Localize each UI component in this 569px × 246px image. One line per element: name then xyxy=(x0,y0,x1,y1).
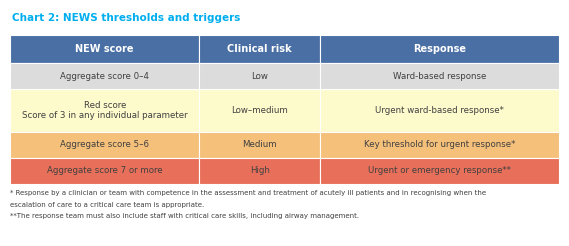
Text: Low: Low xyxy=(251,72,268,80)
Text: Key threshold for urgent response*: Key threshold for urgent response* xyxy=(364,140,516,150)
Text: High: High xyxy=(250,167,270,175)
Text: Urgent or emergency response**: Urgent or emergency response** xyxy=(368,167,511,175)
Bar xyxy=(199,35,320,63)
Bar xyxy=(199,89,320,132)
Bar xyxy=(320,132,559,158)
Text: Ward-based response: Ward-based response xyxy=(393,72,486,80)
Bar xyxy=(199,63,320,89)
Text: escalation of care to a critical care team is appropriate.: escalation of care to a critical care te… xyxy=(10,201,204,207)
Text: Urgent ward-based response*: Urgent ward-based response* xyxy=(375,106,504,115)
Text: Low–medium: Low–medium xyxy=(232,106,288,115)
Bar xyxy=(320,35,559,63)
Text: Chart 2: NEWS thresholds and triggers: Chart 2: NEWS thresholds and triggers xyxy=(12,13,240,23)
Text: NEW score: NEW score xyxy=(76,44,134,54)
Bar xyxy=(10,132,199,158)
Text: Aggregate score 5–6: Aggregate score 5–6 xyxy=(60,140,149,150)
Text: Medium: Medium xyxy=(242,140,277,150)
Bar xyxy=(199,158,320,184)
Text: Aggregate score 0–4: Aggregate score 0–4 xyxy=(60,72,149,80)
Bar xyxy=(10,35,199,63)
Text: * Response by a clinician or team with competence in the assessment and treatmen: * Response by a clinician or team with c… xyxy=(10,190,486,196)
Text: Aggregate score 7 or more: Aggregate score 7 or more xyxy=(47,167,163,175)
Bar xyxy=(320,89,559,132)
Bar xyxy=(320,158,559,184)
Bar xyxy=(199,132,320,158)
Text: Clinical risk: Clinical risk xyxy=(228,44,292,54)
Text: **The response team must also include staff with critical care skills, including: **The response team must also include st… xyxy=(10,213,359,219)
Bar xyxy=(10,63,199,89)
Text: Response: Response xyxy=(413,44,466,54)
Bar xyxy=(10,89,199,132)
Bar xyxy=(320,63,559,89)
Text: Red score
Score of 3 in any individual parameter: Red score Score of 3 in any individual p… xyxy=(22,101,188,120)
Bar xyxy=(10,158,199,184)
